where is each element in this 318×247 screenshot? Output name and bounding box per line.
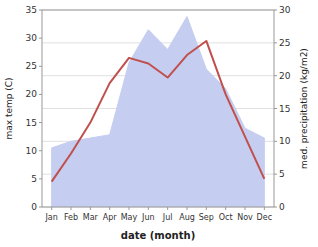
y2-tick — [274, 141, 277, 142]
x-tick-label: May — [121, 213, 138, 222]
y2-tick-label: 30 — [279, 5, 291, 15]
x-tick — [206, 207, 207, 210]
x-tick — [245, 207, 246, 210]
x-tick-label: Jun — [141, 213, 155, 222]
x-tick — [90, 207, 91, 210]
y-axis-label: max temp (C) — [4, 77, 14, 139]
plot-frame — [42, 10, 274, 207]
y-tick-label: 10 — [26, 146, 38, 156]
y-tick-label: 5 — [31, 174, 37, 184]
y2-tick — [274, 207, 277, 208]
y-tick-label: 20 — [26, 89, 38, 99]
y2-tick — [274, 174, 277, 175]
y2-tick-label: 15 — [279, 104, 290, 114]
x-tick — [167, 207, 168, 210]
y2-tick-label: 25 — [279, 38, 290, 48]
y2-tick-label: 10 — [279, 136, 291, 146]
temperature-line — [52, 41, 265, 182]
y-tick — [39, 38, 42, 39]
x-tick — [187, 207, 188, 210]
y2-tick-label: 5 — [279, 169, 285, 179]
x-tick — [71, 207, 72, 210]
x-tick-label: Mar — [83, 213, 99, 222]
y-tick — [39, 207, 42, 208]
x-tick-label: Feb — [64, 213, 78, 222]
x-tick — [225, 207, 226, 210]
x-tick-label: Oct — [219, 213, 233, 222]
x-tick — [109, 207, 110, 210]
y2-tick-label: 0 — [279, 202, 285, 212]
y-tick — [39, 66, 42, 67]
y2-tick — [274, 108, 277, 109]
y2-tick — [274, 42, 277, 43]
y-tick — [39, 150, 42, 151]
y2-tick — [274, 10, 277, 11]
y-tick-label: 25 — [26, 61, 37, 71]
y2-tick — [274, 75, 277, 76]
y-tick — [39, 10, 42, 11]
y2-axis-label: med. precipitation (kg/m2) — [299, 48, 309, 169]
x-tick-label: Jan — [44, 213, 57, 222]
x-tick — [148, 207, 149, 210]
y2-tick-label: 20 — [279, 71, 291, 81]
x-tick-label: Dec — [257, 213, 272, 222]
y-tick-label: 30 — [26, 33, 38, 43]
x-tick-label: Sep — [199, 213, 214, 222]
x-tick — [129, 207, 130, 210]
y-tick-label: 15 — [26, 118, 37, 128]
x-tick-label: Jul — [162, 213, 173, 222]
x-tick-label: Aug — [179, 213, 195, 222]
y-tick — [39, 122, 42, 123]
y-tick — [39, 94, 42, 95]
x-axis-label: date (month) — [121, 230, 195, 241]
y-tick — [39, 178, 42, 179]
y-tick-label: 35 — [26, 5, 37, 15]
plot-area — [52, 17, 265, 207]
x-tick — [264, 207, 265, 210]
x-tick-label: Apr — [103, 213, 118, 222]
x-tick-label: Nov — [237, 213, 253, 222]
x-tick — [51, 207, 52, 210]
precipitation-area — [52, 17, 265, 207]
chart: 0 5 10 15 20 25 30 35 0 5 10 15 20 25 30 Jan Feb Mar AprMa… — [0, 0, 318, 247]
y-tick-label: 0 — [31, 202, 37, 212]
